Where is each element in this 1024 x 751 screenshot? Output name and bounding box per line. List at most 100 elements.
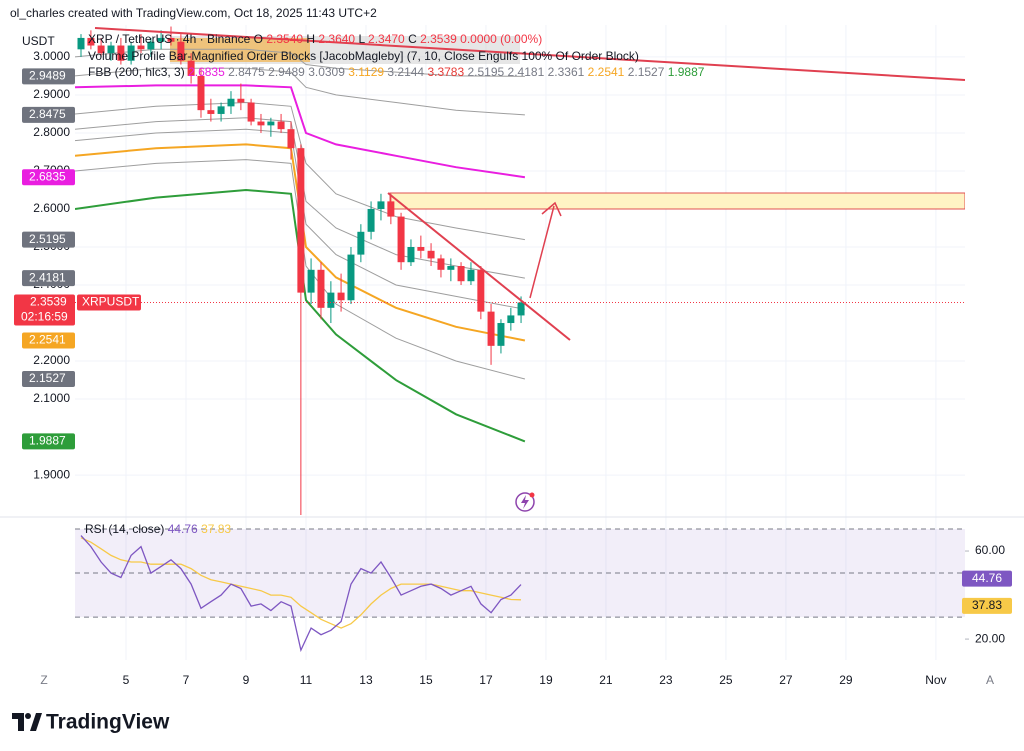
legend-change: 0.0000 (0.00%) xyxy=(460,32,542,46)
candle-body xyxy=(227,98,235,107)
candle-body xyxy=(457,266,465,282)
candle-body xyxy=(377,201,385,209)
price-axis-label: 2.6835 xyxy=(29,169,66,183)
legend-ohlc-key: C xyxy=(408,32,417,46)
candle-body xyxy=(437,258,445,270)
candle-body xyxy=(257,121,265,126)
price-plot xyxy=(75,26,965,515)
candle-body xyxy=(317,269,325,308)
price-axis-label: 2.8475 xyxy=(29,107,66,121)
legend-fbb-value: 2.1527 xyxy=(628,65,665,79)
price-axis-box xyxy=(22,433,75,450)
legend-ohlc-value: 2.3540 xyxy=(266,32,303,46)
candle-body xyxy=(287,129,295,149)
candle-body xyxy=(367,208,375,232)
alert-dot xyxy=(529,492,535,498)
rsi-tick-label: 20.00 xyxy=(975,631,1005,645)
price-axis-label: 2.5195 xyxy=(29,232,66,246)
fbb-band xyxy=(75,101,525,241)
price-axis-label: 1.9887 xyxy=(29,434,66,448)
price-axis-box xyxy=(22,169,75,186)
candle-body xyxy=(347,254,355,301)
arrow-head xyxy=(541,201,562,217)
candle-body xyxy=(397,216,405,263)
candle-body xyxy=(247,102,255,122)
legend-ohlc-key: H xyxy=(306,32,315,46)
candle-body xyxy=(387,201,395,217)
x-tick-label: 15 xyxy=(419,673,433,687)
x-tick-label: 7 xyxy=(183,673,190,687)
price-axis-label: 2.4181 xyxy=(29,270,66,284)
y-tick-label: 2.1000 xyxy=(33,391,70,405)
legend-row: Volume Profile Bar-Magnified Order Block… xyxy=(88,49,639,63)
candle-body xyxy=(507,315,515,324)
x-tick-label: 5 xyxy=(123,673,130,687)
price-axis-box xyxy=(22,371,75,388)
legend-symbol: XRP / TetherUS · 4h · Binance xyxy=(88,32,251,46)
price-axis-label: 2.1527 xyxy=(29,371,66,385)
rsi-value-label: 37.83 xyxy=(972,598,1002,612)
fbb-band xyxy=(75,143,526,342)
rsi-legend-value: 44.76 xyxy=(168,522,198,536)
fbb-band xyxy=(75,128,525,310)
quote-currency: USDT xyxy=(22,34,55,48)
candle-body xyxy=(307,269,315,293)
x-tick-label: 27 xyxy=(779,673,793,687)
candle-body xyxy=(87,37,95,46)
candle-body xyxy=(337,292,345,301)
y-tick-label: 1.9000 xyxy=(33,467,70,481)
candle-body xyxy=(137,45,145,50)
candle-body xyxy=(417,247,425,251)
axes: 5 7 9 11 13 15 17 19 21 23 25 27 29 Nov 3.0000 2.9000 2.… xyxy=(14,49,1012,687)
price-axis-box xyxy=(22,68,75,85)
y-tick-label: 3.0000 xyxy=(33,49,70,63)
rsi-value-box xyxy=(962,597,1012,614)
projection-arrow xyxy=(529,205,555,299)
bar-countdown: 02:16:59 xyxy=(21,310,68,324)
x-tick-label: 21 xyxy=(599,673,613,687)
brand-name: TradingView xyxy=(46,711,170,734)
auto-scale-toggle[interactable]: A xyxy=(986,673,994,687)
rsi-line xyxy=(80,537,522,629)
legend-fbb-value: 2.8475 xyxy=(228,65,265,79)
brand-logo: TradingView xyxy=(12,711,170,734)
candle-body xyxy=(107,45,115,54)
x-tick-label: 11 xyxy=(300,673,313,687)
timezone-toggle[interactable]: Z xyxy=(40,673,47,687)
candle-body xyxy=(427,250,435,259)
legend-fbb-value: 2.9489 xyxy=(268,65,305,79)
x-tick-label: Nov xyxy=(925,673,946,687)
rsi-value-label: 44.76 xyxy=(972,571,1002,585)
alert-bolt xyxy=(521,495,529,509)
rsi-line xyxy=(80,535,522,653)
price-axis-box xyxy=(22,270,75,287)
candle-body xyxy=(97,45,105,54)
alert-icon xyxy=(515,492,535,512)
candle-body xyxy=(327,292,335,308)
fbb-band xyxy=(75,159,526,380)
price-axis-label: 2.9489 xyxy=(29,69,66,83)
rsi-legend: RSI (14, close) 44.76 37.83 xyxy=(85,522,231,536)
legend-fbb-value: 3.3783 xyxy=(427,65,464,79)
legend-indicator: Volume Profile Bar-Magnified Order Block… xyxy=(88,49,639,63)
x-tick-label: 25 xyxy=(719,673,733,687)
legend-fbb-value: 3.0309 xyxy=(308,65,345,79)
legend-fbb-value: 2.6835 xyxy=(188,65,225,79)
candle-body xyxy=(217,106,225,114)
credit: ol_charles created with TradingView.com,… xyxy=(10,6,377,20)
price-axis-box xyxy=(22,106,75,123)
legend-ohlc-key: L xyxy=(358,32,365,46)
fbb-band xyxy=(75,67,525,116)
last-price-box xyxy=(14,294,75,326)
trend-line xyxy=(387,192,571,341)
candle-body xyxy=(187,60,195,76)
candle-body xyxy=(147,41,155,50)
fbb-band xyxy=(75,84,526,179)
candle-body xyxy=(267,121,275,126)
price-axis-box xyxy=(22,231,75,248)
logo-mark xyxy=(12,713,24,731)
legend-fbb: FBB (200, hlc3, 3) xyxy=(88,65,185,79)
price-axis-box xyxy=(22,332,75,349)
target-zone xyxy=(389,192,965,210)
